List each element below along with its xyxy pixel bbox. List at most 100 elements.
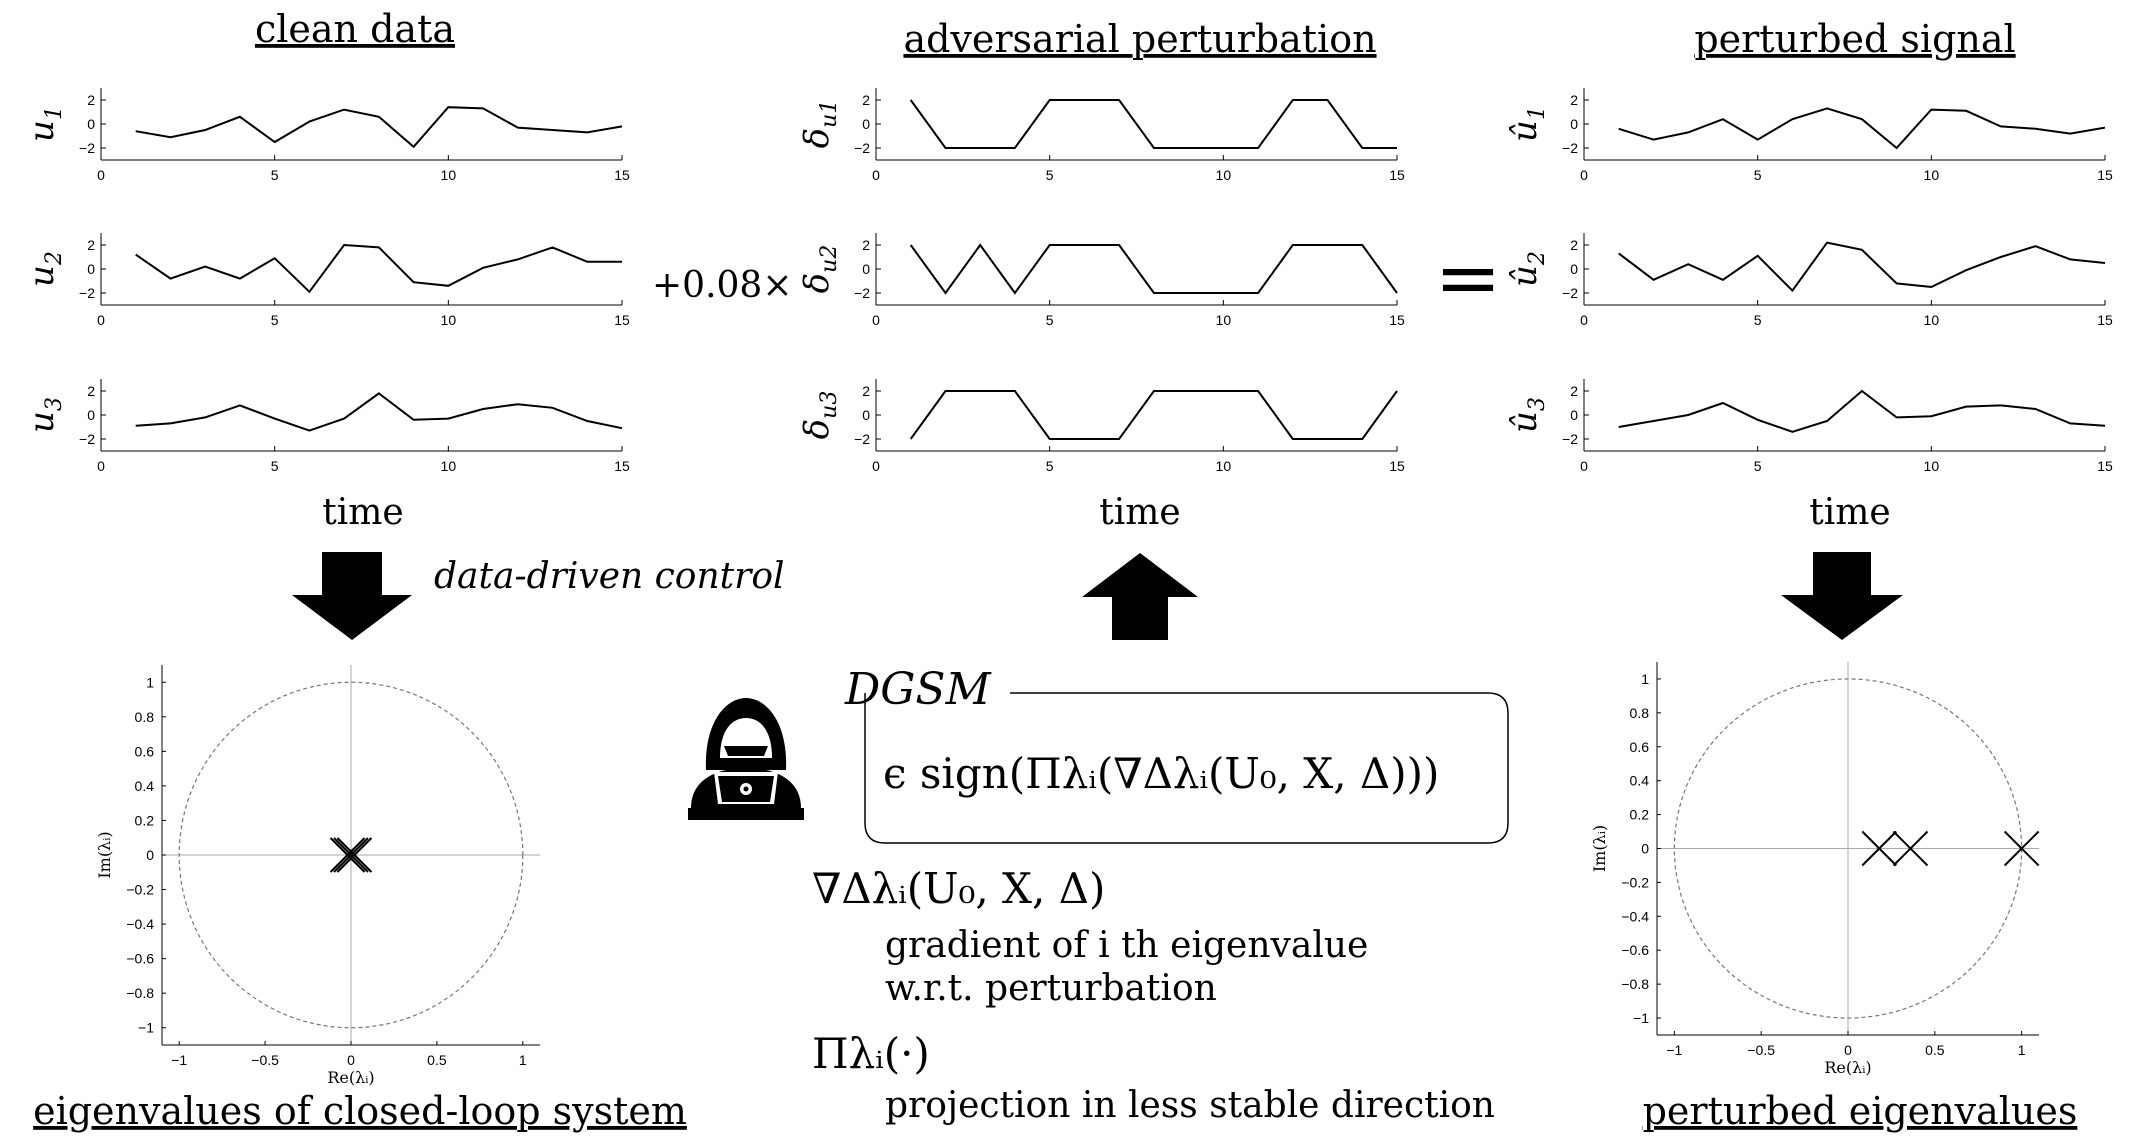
series-line-û3: [1618, 389, 2106, 433]
x-tick-label: 0: [872, 458, 880, 474]
x-tick-label: 5: [1754, 167, 1762, 183]
y-tick-label: 0.6: [1630, 739, 1650, 755]
data-driven-control-label: data-driven control: [434, 556, 785, 597]
series-line-û2: [1618, 241, 2106, 293]
gradient-symbol: ∇Δλᵢ(U₀, X, Δ): [812, 864, 1105, 913]
x-tick-label: 5: [1046, 167, 1054, 183]
gradient-description-line2: w.r.t. perturbation: [885, 968, 1217, 1009]
marker-stroke: [1861, 830, 1897, 867]
x-tick-label: 10: [441, 458, 457, 474]
y-tick-label: −2: [1562, 431, 1578, 447]
x-axis-label: Re(λᵢ): [327, 1068, 374, 1087]
y-tick-label: 0.8: [1630, 705, 1650, 721]
series-label-û1: û1: [1505, 106, 1550, 142]
x-tick-label: 0: [97, 312, 105, 328]
time-label-clean: time: [322, 492, 403, 533]
x-tick-label: 15: [1389, 458, 1405, 474]
y-tick-label: 0.8: [135, 709, 155, 725]
x-tick-label: 15: [2097, 167, 2113, 183]
y-tick-label: 2: [87, 237, 95, 253]
x-tick-label: −1: [1666, 1042, 1682, 1058]
gradient-description-line1: gradient of i th eigenvalue: [885, 925, 1368, 966]
x-tick-label: 0: [1580, 458, 1588, 474]
series-line-u1: [135, 106, 623, 149]
x-tick-label: 10: [441, 312, 457, 328]
heading-clean-data: clean data: [255, 7, 455, 51]
eigenvalue-marker-1: [1861, 830, 1897, 867]
x-tick-label: 10: [1924, 312, 1940, 328]
y-tick-label: −0.6: [1621, 942, 1649, 958]
x-tick-label: −0.5: [1747, 1042, 1775, 1058]
series-line-δu2: [909, 243, 1398, 295]
y-tick-label: 0: [1570, 261, 1578, 277]
y-tick-label: −2: [1562, 140, 1578, 156]
hacker-icon: [688, 698, 804, 820]
y-tick-label: 0: [1570, 407, 1578, 423]
x-tick-label: 5: [1754, 458, 1762, 474]
eigenvalue-marker-2: [333, 837, 369, 873]
caption-perturbed-eigenvalues: perturbed eigenvalues: [1643, 1089, 2078, 1133]
y-tick-label: −1: [1633, 1010, 1649, 1026]
heading-perturbed-signal: perturbed signal: [1694, 17, 2015, 61]
y-tick-label: 0.4: [135, 778, 155, 794]
x-tick-label: −1: [171, 1052, 187, 1068]
y-tick-label: 0.2: [1630, 807, 1650, 823]
y-tick-label: 0.6: [135, 743, 155, 759]
y-tick-label: −0.6: [126, 951, 154, 967]
y-tick-label: 0.2: [135, 812, 155, 828]
equals-operator: =: [1434, 231, 1501, 324]
series-line-u2: [135, 243, 622, 294]
y-tick-label: 2: [87, 383, 95, 399]
y-axis-label: Im(λᵢ): [95, 831, 114, 878]
y-tick-label: −2: [854, 431, 870, 447]
y-tick-label: 0: [862, 261, 870, 277]
caption-clean-eigenvalues: eigenvalues of closed-loop system: [33, 1089, 687, 1133]
y-tick-label: −1: [138, 1020, 154, 1036]
y-tick-label: 0: [1570, 116, 1578, 132]
x-tick-label: 15: [1389, 312, 1405, 328]
y-tick-label: 1: [146, 674, 154, 690]
up-arrow-icon: [1082, 553, 1198, 640]
y-tick-label: 2: [862, 92, 870, 108]
y-tick-label: 2: [1570, 383, 1578, 399]
series-label-u1: u1: [22, 106, 67, 142]
x-tick-label: 5: [1046, 458, 1054, 474]
x-tick-label: 0: [1844, 1042, 1852, 1058]
x-tick-label: 10: [1216, 458, 1232, 474]
x-tick-label: 15: [614, 312, 630, 328]
y-tick-label: 0: [87, 261, 95, 277]
x-tick-label: 0: [97, 167, 105, 183]
y-tick-label: 2: [862, 237, 870, 253]
x-tick-label: 1: [519, 1052, 527, 1068]
eigenvalue-marker-3: [2003, 830, 2040, 867]
y-tick-label: −0.4: [1621, 908, 1649, 924]
x-tick-label: 1: [2018, 1042, 2026, 1058]
x-tick-label: 0: [872, 167, 880, 183]
y-tick-label: −2: [1562, 285, 1578, 301]
y-tick-label: 1: [1641, 671, 1649, 687]
series-label-u2: u2: [22, 251, 67, 287]
x-tick-label: 15: [614, 458, 630, 474]
eigenvalue-marker-1: [329, 837, 366, 873]
perturbed-eigenvalue-plot: 1 0.8 0.6 0.4 0.2 0 −0.2 −0.4 −0.6 −0.8 −1 −1 −0.5 0 0…: [1590, 662, 2040, 1077]
marker-stroke: [329, 837, 366, 873]
scale-operator: +0.08×: [652, 265, 792, 306]
series-line-u3: [135, 392, 623, 432]
time-label-perturbed: time: [1809, 492, 1890, 533]
y-tick-label: 2: [1570, 237, 1578, 253]
y-tick-label: 2: [1570, 92, 1578, 108]
dgsm-formula: ϵ sign(Πλᵢ(∇Δλᵢ(U₀, X, Δ))): [883, 749, 1439, 798]
eigenvalue-marker-3: [336, 837, 373, 873]
x-tick-label: 10: [1216, 312, 1232, 328]
x-tick-label: 15: [2097, 458, 2113, 474]
x-tick-label: 5: [271, 458, 279, 474]
x-tick-label: 15: [614, 167, 630, 183]
time-label-perturbation: time: [1099, 492, 1180, 533]
projection-description: projection in less stable direction: [885, 1085, 1495, 1126]
y-tick-label: 0: [862, 116, 870, 132]
dgsm-box: [864, 692, 1509, 844]
clean-eigenvalue-plot: 1 0.8 0.6 0.4 0.2 0 −0.2 −0.4 −0.6 −0.8 −1 −1 −0.5 0 0…: [95, 665, 540, 1087]
